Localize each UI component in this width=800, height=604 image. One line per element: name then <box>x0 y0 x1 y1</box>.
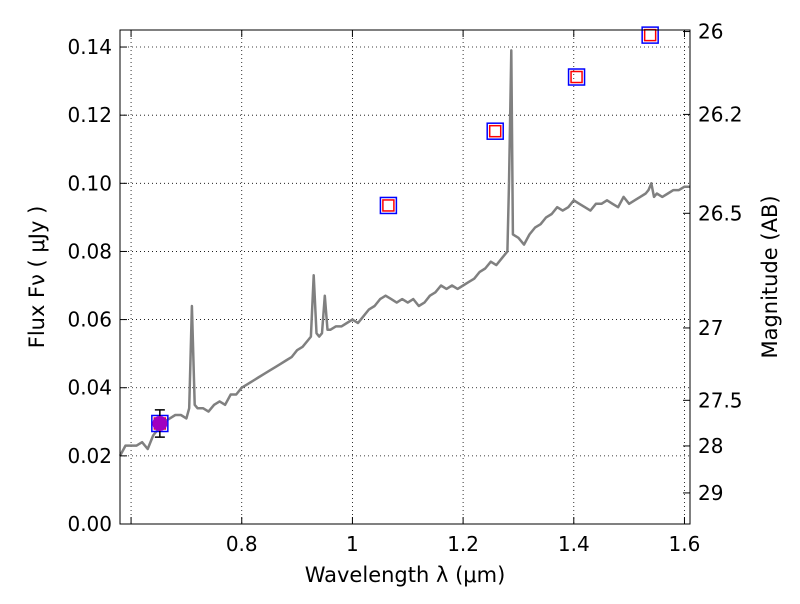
y-tick-label: 0.06 <box>67 308 112 332</box>
y2-tick-label: 26.2 <box>698 102 743 126</box>
photometry-square-point <box>486 122 504 140</box>
y2-axis-label: Magnitude (AB) <box>758 195 782 358</box>
x-tick-label: 1.6 <box>669 532 701 556</box>
y2-tick-label: 29 <box>698 481 723 505</box>
x-tick-label: 1 <box>346 532 359 556</box>
x-axis: 0.8 1 1.2 1.4 1.6 <box>130 30 701 556</box>
photometry-square-point <box>641 26 659 44</box>
plot-background <box>120 30 690 524</box>
photometry-square-point <box>570 70 583 84</box>
plot-frame <box>119 29 691 525</box>
photometry-square-point <box>567 68 586 86</box>
series-layer <box>118 26 690 457</box>
y2-axis-magnitude: 26 26.2 26.5 27 27.5 28 29 <box>683 20 743 505</box>
y-axis-label: Flux Fν ( μJy ) <box>25 206 49 349</box>
x-tick-label: 1.2 <box>447 532 479 556</box>
y-tick-label: 0.10 <box>67 171 112 195</box>
y2-tick-label: 27 <box>698 316 723 340</box>
photometry-square-point <box>379 196 398 215</box>
photometry-square-point <box>382 199 395 212</box>
spectrum-line <box>118 49 690 457</box>
observed-flux-point <box>152 415 168 431</box>
x-tick-label: 1.4 <box>558 532 590 556</box>
x-axis-label: Wavelength λ (μm) <box>305 563 506 587</box>
y-tick-label: 0.00 <box>67 512 112 536</box>
y-tick-label: 0.12 <box>67 103 112 127</box>
y-tick-label: 0.08 <box>67 239 112 263</box>
y-tick-label: 0.14 <box>67 35 112 59</box>
x-tick-label: 0.8 <box>226 532 258 556</box>
y2-tick-label: 28 <box>698 434 723 458</box>
y2-tick-label: 26 <box>698 20 723 44</box>
y-tick-label: 0.02 <box>67 444 112 468</box>
y-axis: 0.00 0.02 0.04 0.06 0.08 0.10 0.12 0.14 <box>67 35 127 536</box>
y2-tick-label: 26.5 <box>698 201 743 225</box>
y-tick-label: 0.04 <box>67 376 112 400</box>
y2-tick-label: 27.5 <box>698 388 743 412</box>
photometry-square-point <box>488 124 502 138</box>
